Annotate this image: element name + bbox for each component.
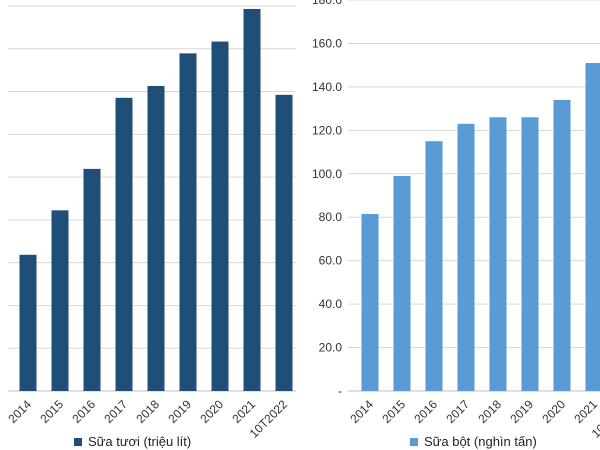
x-tick-label: 2017 [101,397,130,426]
y-tick-label: - [338,384,342,398]
y-tick-label: 80.0 [319,210,343,224]
x-tick-label: 2014 [347,397,376,426]
legend-swatch [74,437,82,446]
bar [521,117,539,392]
bar [553,99,571,391]
x-tick-label: 2018 [133,397,162,426]
y-tick-label: 160.0 [312,36,342,50]
y-tick-label: 120.0 [312,123,342,137]
bar [83,168,101,391]
x-tick-label: 2020 [539,397,568,426]
x-tick-label: 2015 [37,397,66,426]
x-tick-label: 2019 [165,397,194,426]
bar [393,175,411,391]
bar [243,8,261,391]
legend-label: Sữa tươi (triệu lít) [88,434,192,449]
y-tick-label: 40.0 [319,297,343,311]
legend-label: Sữa bột (nghìn tấn) [424,434,537,449]
bar [361,213,379,391]
x-tick-label: 2019 [507,397,536,426]
legend-swatch [410,437,418,446]
bar [585,62,600,391]
x-tick-label: 2016 [69,397,98,426]
x-tick-label: 2015 [379,397,408,426]
bar [457,123,475,392]
bar [51,210,69,391]
bar [19,254,37,391]
y-tick-label: 180.0 [312,0,342,7]
x-tick-label: 2020 [197,397,226,426]
x-tick-label: 2017 [443,397,472,426]
bar [425,141,443,391]
bar [147,85,165,391]
x-tick-label: 2021 [229,397,258,426]
bar [115,97,133,392]
bar [211,41,229,392]
x-tick-label: 2014 [5,397,34,426]
legend-powdered-milk: Sữa bột (nghìn tấn) [410,434,537,449]
chart-divider [296,0,298,450]
x-tick-label: 2021 [571,397,600,426]
bar [275,94,293,391]
y-tick-label: 60.0 [319,254,343,268]
y-tick-label: 20.0 [319,341,343,355]
y-tick-label: 100.0 [312,167,342,181]
legend-fresh-milk: Sữa tươi (triệu lít) [74,434,191,449]
bar [179,53,197,392]
y-tick-label: 140.0 [312,80,342,94]
x-tick-label: 2018 [475,397,504,426]
x-tick-label: 2016 [411,397,440,426]
bar [489,117,507,392]
chart-powdered-milk: - 20.0 40.0 60.0 80.0 100.0 120.0 140.0 160.0 180… [312,0,600,441]
